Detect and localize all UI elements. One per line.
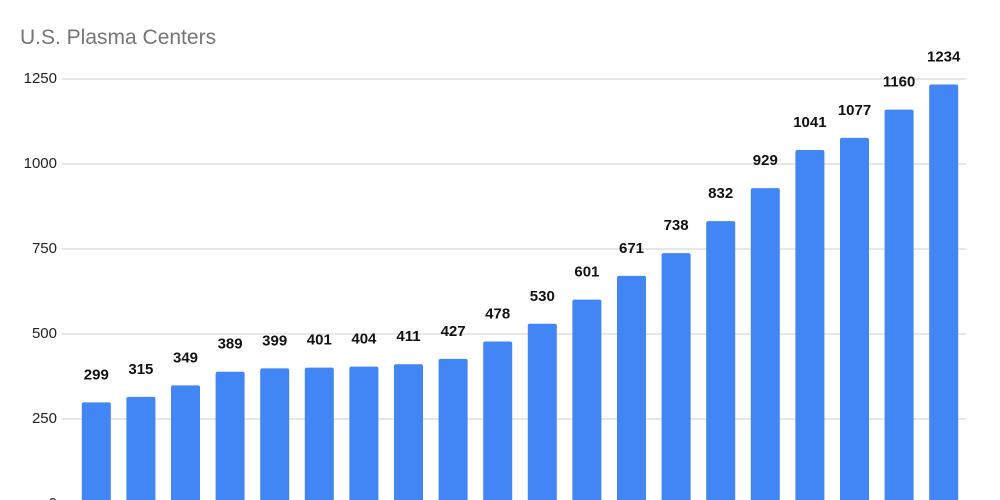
- bar: [840, 137, 869, 500]
- bar: [126, 396, 156, 500]
- data-label: 349: [173, 349, 198, 366]
- y-tick-label: 1000: [24, 155, 57, 172]
- bar: [171, 385, 200, 500]
- data-label: 1077: [838, 102, 871, 119]
- y-tick-label: 500: [32, 325, 57, 342]
- bar: [483, 341, 513, 500]
- data-label: 411: [396, 328, 420, 345]
- data-label: 315: [128, 361, 153, 378]
- bar: [572, 299, 602, 500]
- y-tick-label: 250: [32, 410, 57, 427]
- data-label: 1160: [883, 74, 916, 91]
- data-label: 478: [485, 305, 510, 322]
- data-label: 401: [307, 332, 332, 349]
- data-label: 671: [619, 240, 644, 257]
- y-tick-label: 1250: [24, 70, 57, 87]
- bar: [706, 221, 736, 500]
- data-label: 399: [262, 332, 287, 349]
- bar: [884, 109, 914, 500]
- data-label: 427: [441, 323, 466, 340]
- data-label: 738: [664, 217, 689, 234]
- bar: [750, 188, 780, 500]
- data-label: 832: [708, 185, 733, 202]
- data-label: 1234: [927, 48, 961, 65]
- data-label: 601: [574, 264, 599, 281]
- bar: [438, 358, 468, 500]
- bar: [260, 368, 290, 500]
- y-tick-label: 750: [32, 240, 57, 257]
- bar: [304, 367, 334, 500]
- bar: [617, 275, 646, 500]
- bar: [661, 253, 691, 500]
- chart-title: U.S. Plasma Centers: [20, 26, 216, 49]
- data-label: 1041: [793, 114, 826, 131]
- bar: [394, 364, 423, 500]
- bar: [349, 366, 379, 500]
- bar: [215, 371, 245, 500]
- bar: [81, 402, 111, 500]
- data-label: 404: [351, 331, 377, 348]
- data-label: 530: [530, 288, 555, 305]
- data-label: 389: [218, 336, 243, 353]
- bar: [929, 84, 959, 500]
- data-label: 929: [753, 152, 778, 169]
- data-label: 299: [84, 366, 109, 383]
- y-tick-label: 0: [49, 495, 57, 500]
- bar: [527, 323, 557, 500]
- bar: [795, 150, 825, 500]
